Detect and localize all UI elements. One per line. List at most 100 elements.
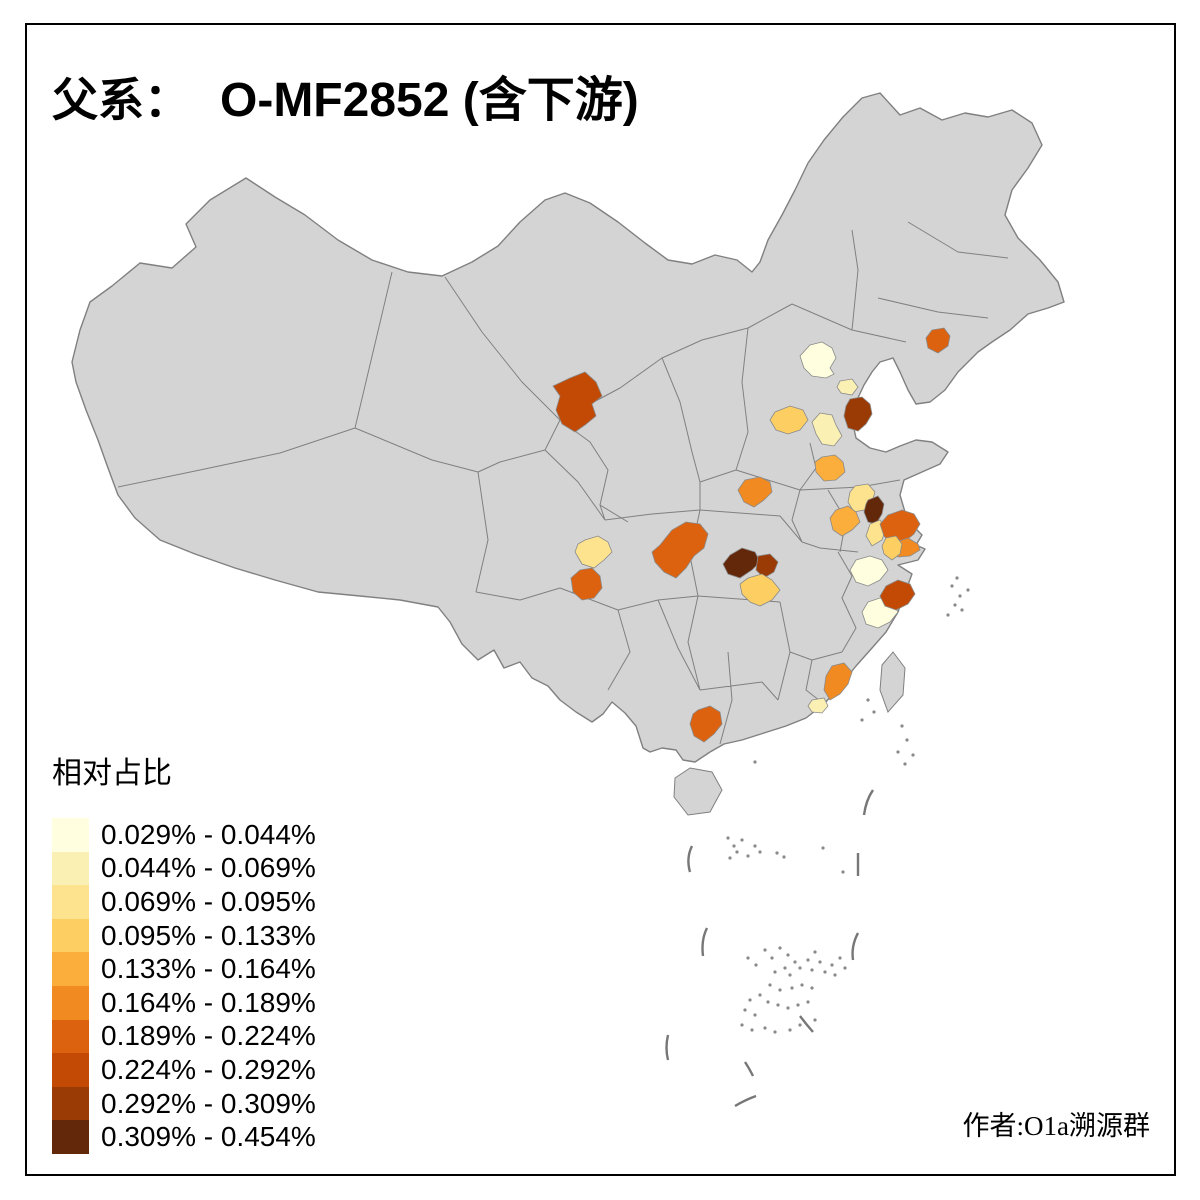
- region-southern-sichuan-area: [570, 567, 603, 601]
- islet-dot: [830, 963, 834, 967]
- islet-dot: [960, 608, 964, 612]
- islet-dot: [838, 956, 842, 960]
- islet-dot: [958, 594, 962, 598]
- islet-dot: [743, 1008, 747, 1012]
- islet-dot: [726, 836, 730, 840]
- boundary-dash: [862, 789, 874, 816]
- legend: 相对占比 0.029% - 0.044% 0.044% - 0.069% 0.069…: [52, 748, 316, 1154]
- islet-dot: [728, 856, 732, 860]
- islet-dot: [950, 584, 954, 588]
- boundary-dash: [744, 1061, 755, 1077]
- region-western-shandong-area: [814, 454, 846, 482]
- islet-dot: [946, 613, 950, 617]
- islet-dot: [753, 1013, 757, 1017]
- region-southern-guangxi-area: [689, 705, 723, 743]
- region-beijing-area: [799, 341, 837, 379]
- islet-dot: [833, 973, 837, 977]
- region-central-gansu-area: [552, 371, 603, 433]
- islet-dot: [896, 750, 900, 754]
- islet-dot: [810, 968, 814, 972]
- islet-dot: [740, 1023, 744, 1027]
- legend-label: 0.224% - 0.292%: [101, 1053, 316, 1085]
- islet-dot: [758, 993, 762, 997]
- islet-dot: [911, 753, 915, 757]
- boundary-dash: [701, 927, 709, 957]
- boundary-dash: [665, 1034, 670, 1061]
- islet-dot: [773, 970, 777, 974]
- map-title: 父系： O-MF2852 (含下游): [52, 60, 639, 130]
- legend-swatch: [52, 985, 89, 1020]
- legend-label: 0.069% - 0.095%: [101, 885, 316, 917]
- islet-dot: [813, 1018, 817, 1022]
- islet-dot: [786, 1006, 790, 1010]
- legend-item-7: 0.189% - 0.224%: [52, 1019, 316, 1054]
- boundary-dash: [851, 932, 860, 961]
- islet-dot: [754, 963, 758, 967]
- islet-dot: [806, 1000, 810, 1004]
- islet-dot: [763, 1026, 767, 1030]
- region-chengdu-area: [574, 535, 613, 569]
- legend-label: 0.189% - 0.224%: [101, 1020, 316, 1052]
- region-zhengzhou-area: [737, 476, 773, 508]
- legend-item-1: 0.029% - 0.044%: [52, 818, 316, 852]
- islet-dot: [750, 1028, 754, 1032]
- islet-dot: [800, 983, 804, 987]
- islet-dot: [746, 854, 750, 858]
- islet-dot: [732, 844, 736, 848]
- region-langfang-area: [836, 378, 859, 396]
- islet-dot: [753, 760, 757, 764]
- region-shijiazhuang-area: [769, 405, 809, 435]
- islet-dot: [783, 966, 787, 970]
- region-coastal-fujian-area: [823, 662, 853, 701]
- islet-dot: [763, 948, 767, 952]
- taiwan-island: [879, 651, 906, 713]
- islet-dot: [753, 844, 757, 848]
- boundary-dash: [799, 1015, 814, 1033]
- islet-dot: [768, 983, 772, 987]
- legend-item-6: 0.164% - 0.189%: [52, 985, 316, 1020]
- region-ningbo-taizhou-area: [879, 579, 916, 611]
- legend-swatch: [52, 1019, 89, 1054]
- map-title-prefix: 父系：: [52, 75, 190, 126]
- boundary-dash: [734, 1094, 757, 1108]
- region-northwest-hubei-area: [722, 547, 761, 579]
- islet-dot: [770, 956, 774, 960]
- legend-swatch: [52, 851, 89, 886]
- legend-swatch: [52, 1120, 89, 1154]
- south-china-sea-islands: [726, 576, 970, 1034]
- region-southern-hebei-area: [811, 412, 843, 447]
- region-jingzhou-area: [739, 573, 781, 607]
- legend-item-5: 0.133% - 0.164%: [52, 952, 316, 986]
- legend-item-9: 0.292% - 0.309%: [52, 1086, 316, 1121]
- islet-dot: [813, 950, 817, 954]
- islet-dot: [798, 966, 802, 970]
- legend-item-2: 0.044% - 0.069%: [52, 851, 316, 886]
- map-title-main: O-MF2852 (含下游): [220, 74, 639, 127]
- legend-label: 0.029% - 0.044%: [101, 818, 316, 850]
- islet-dot: [775, 851, 779, 855]
- legend-label: 0.044% - 0.069%: [101, 852, 316, 884]
- islet-dot: [866, 698, 870, 702]
- islet-dot: [900, 724, 904, 728]
- islet-dot: [843, 966, 847, 970]
- legend-item-3: 0.069% - 0.095%: [52, 885, 316, 919]
- islet-dot: [806, 958, 810, 962]
- author-attribution: 作者:O1a溯源群: [962, 1111, 1150, 1141]
- islet-dot: [776, 1003, 780, 1007]
- legend-swatch: [52, 1086, 89, 1121]
- highlighted-regions: [552, 327, 951, 743]
- islet-dot: [823, 970, 827, 974]
- islet-dot: [786, 953, 790, 957]
- islet-dot: [905, 738, 909, 742]
- islet-dot: [778, 988, 782, 992]
- islet-dot: [740, 838, 744, 842]
- islet-dot: [953, 603, 957, 607]
- islet-dot: [748, 998, 752, 1002]
- islet-dot: [778, 946, 782, 950]
- islet-dot: [793, 960, 797, 964]
- islet-dot: [798, 1023, 802, 1027]
- islet-dot: [746, 956, 750, 960]
- hainan-island: [673, 767, 723, 816]
- islet-dot: [796, 1003, 800, 1007]
- islet-dot: [903, 762, 907, 766]
